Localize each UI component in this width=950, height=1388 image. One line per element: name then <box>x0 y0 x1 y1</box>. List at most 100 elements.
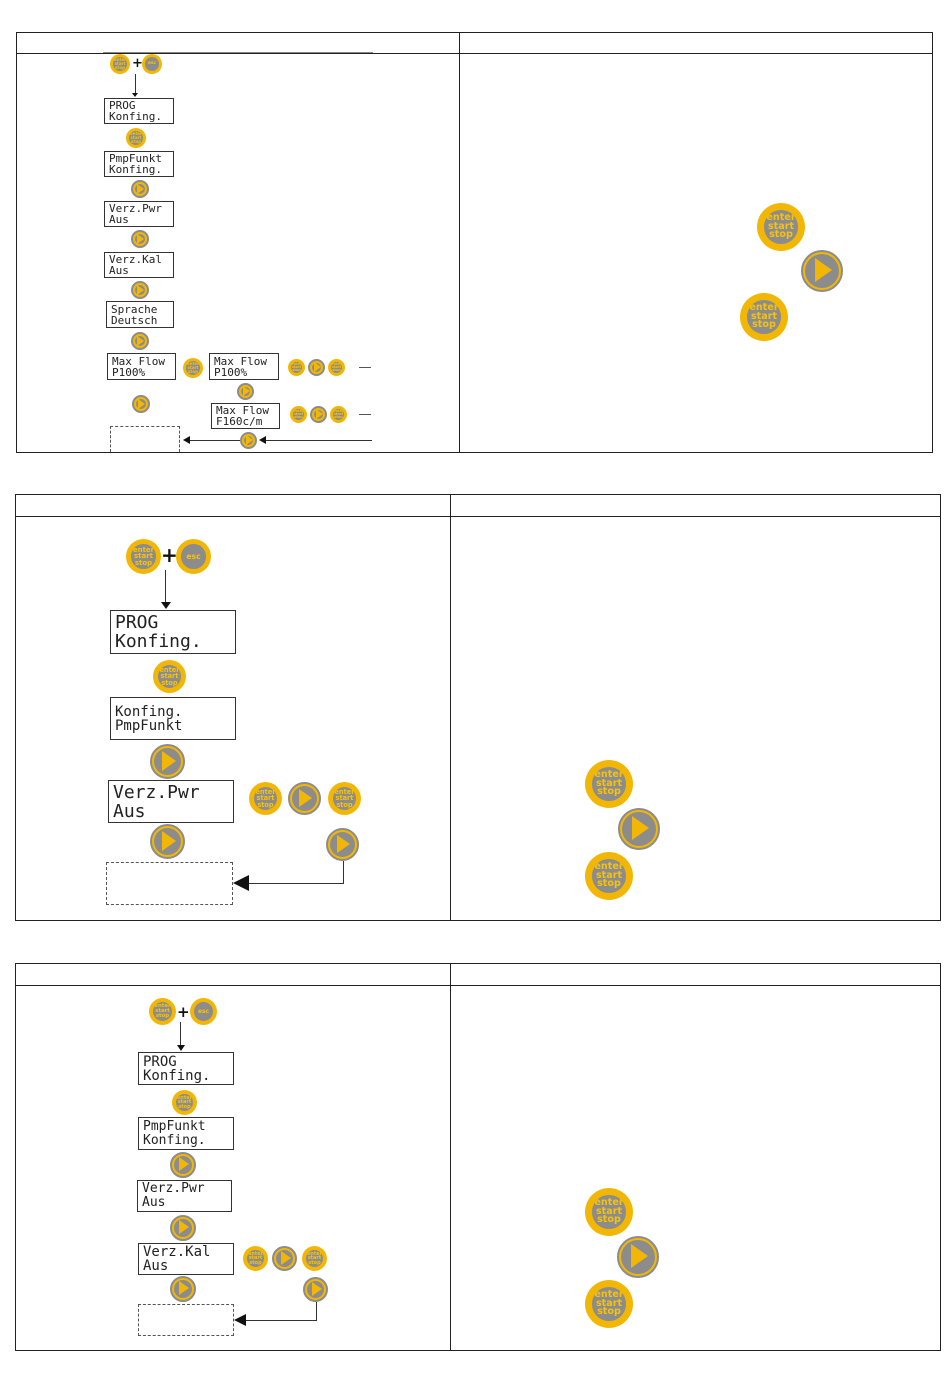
esc-button[interactable]: esc <box>190 998 217 1025</box>
lcd-line-1: Konfing. <box>115 703 183 720</box>
arrow-down-icon <box>132 93 138 97</box>
play-triangle-icon <box>137 335 145 346</box>
enter-button[interactable]: enter start stop <box>328 782 361 815</box>
next-button[interactable] <box>131 332 149 350</box>
next-button[interactable] <box>308 359 325 376</box>
lcd-pmpfunkt-konfing: PmpFunkt Konfing. <box>104 151 174 177</box>
enter-start-stop-icon: enter start stop <box>153 1002 172 1021</box>
enter-button[interactable]: enter start stop <box>172 1090 197 1115</box>
next-button[interactable] <box>326 828 359 861</box>
button-caption: stop <box>292 368 301 373</box>
plus-sign: + <box>177 1003 190 1021</box>
button-caption: start <box>595 1297 623 1309</box>
enter-button[interactable]: enter start stop <box>243 1246 268 1271</box>
enter-button[interactable]: enter start stop <box>302 1246 327 1271</box>
play-triangle-icon <box>311 1282 322 1296</box>
next-button[interactable] <box>131 180 149 198</box>
button-caption: enter <box>594 1288 624 1300</box>
button-caption: start <box>177 1099 192 1106</box>
lcd-konfing-pmpfunkt: Konfing. PmpFunkt <box>110 697 236 740</box>
next-button[interactable] <box>801 250 843 292</box>
next-button[interactable] <box>303 1277 328 1302</box>
enter-button[interactable]: enter start stop <box>585 852 633 900</box>
lcd-verzkal-aus: Verz.Kal Aus <box>138 1243 234 1275</box>
play-triangle-icon <box>137 183 145 194</box>
button-caption: esc <box>186 551 201 561</box>
play-triangle-icon <box>242 386 250 397</box>
button-caption: stop <box>188 368 198 374</box>
button-caption: enter <box>159 666 180 675</box>
enter-button[interactable]: enter start stop <box>330 406 347 423</box>
lcd-line-2: Aus <box>113 800 146 822</box>
enter-button[interactable]: enter start stop <box>249 782 282 815</box>
return-line <box>343 861 344 884</box>
next-button[interactable] <box>170 1276 196 1302</box>
next-button[interactable] <box>150 824 185 859</box>
enter-button[interactable]: enter start stop <box>126 539 161 574</box>
esc-icon: esc <box>181 544 206 569</box>
button-caption: stop <box>308 1259 321 1266</box>
lcd-verzkal-aus: Verz.Kal Aus <box>104 252 174 278</box>
lcd-prog-konfing: PROG Konfing. <box>104 98 174 124</box>
enter-button[interactable]: enter start stop <box>740 293 788 341</box>
button-caption: stop <box>597 878 621 890</box>
button-caption: start <box>750 310 778 322</box>
enter-button[interactable]: enter start stop <box>290 406 307 423</box>
button-caption: enter <box>255 788 276 797</box>
enter-button[interactable]: enter start stop <box>149 998 176 1025</box>
button-caption: enter <box>113 57 127 63</box>
next-button[interactable] <box>132 395 150 413</box>
button-caption: stop <box>155 1012 170 1019</box>
play-triangle-icon <box>280 1251 291 1265</box>
button-caption: stop <box>332 368 341 373</box>
next-button[interactable] <box>170 1152 196 1178</box>
next-button[interactable] <box>237 383 254 400</box>
enter-button[interactable]: enter start stop <box>585 1188 633 1236</box>
enter-button[interactable]: enter start stop <box>288 359 305 376</box>
section2-table <box>15 494 941 921</box>
enter-button[interactable]: enter start stop <box>183 358 203 378</box>
lcd-line-2: Konfing. <box>143 1067 211 1084</box>
next-button[interactable] <box>131 281 149 299</box>
next-button[interactable] <box>272 1246 297 1271</box>
next-button[interactable] <box>310 406 327 423</box>
next-button[interactable] <box>617 1236 659 1278</box>
return-line <box>249 883 344 884</box>
next-button[interactable] <box>150 744 185 779</box>
section3-column-divider <box>450 964 451 1350</box>
enter-start-stop-icon: enter start stop <box>332 786 357 811</box>
enter-start-stop-icon: enter start stop <box>764 210 798 244</box>
next-button[interactable] <box>240 432 257 449</box>
next-button[interactable] <box>288 782 321 815</box>
button-caption: enter <box>186 361 200 367</box>
enter-button[interactable]: enter start stop <box>328 359 345 376</box>
return-line <box>190 440 240 441</box>
next-button[interactable] <box>170 1215 196 1241</box>
enter-button[interactable]: enter start stop <box>757 203 805 251</box>
esc-button[interactable]: esc <box>142 54 162 74</box>
play-triangle-icon <box>337 834 351 853</box>
next-button[interactable] <box>131 230 149 248</box>
enter-button[interactable]: enter start stop <box>126 128 146 148</box>
button-caption: start <box>293 411 304 416</box>
play-triangle-icon <box>161 831 176 851</box>
connector-line <box>135 74 136 94</box>
enter-button[interactable]: enter start stop <box>585 1280 633 1328</box>
next-button[interactable] <box>618 808 660 850</box>
play-triangle-icon <box>161 751 176 771</box>
lcd-line-1: Verz.Pwr <box>142 1181 205 1196</box>
section1-header-row <box>17 33 932 54</box>
section1-column-divider <box>459 33 460 452</box>
lcd-maxflow-p100-left: Max Flow P100% <box>107 353 176 380</box>
button-caption: enter <box>176 1094 193 1101</box>
esc-button[interactable]: esc <box>176 539 211 574</box>
button-caption: stop <box>769 229 793 241</box>
button-caption: enter <box>129 131 143 137</box>
lcd-line-1: Verz.Pwr <box>109 202 162 215</box>
enter-button[interactable]: enter start stop <box>110 54 130 74</box>
enter-button[interactable]: enter start stop <box>153 660 186 693</box>
connector-line <box>165 570 166 603</box>
button-caption: stop <box>249 1259 262 1266</box>
enter-button[interactable]: enter start stop <box>585 760 633 808</box>
enter-start-stop-icon: enter start stop <box>592 1287 626 1321</box>
